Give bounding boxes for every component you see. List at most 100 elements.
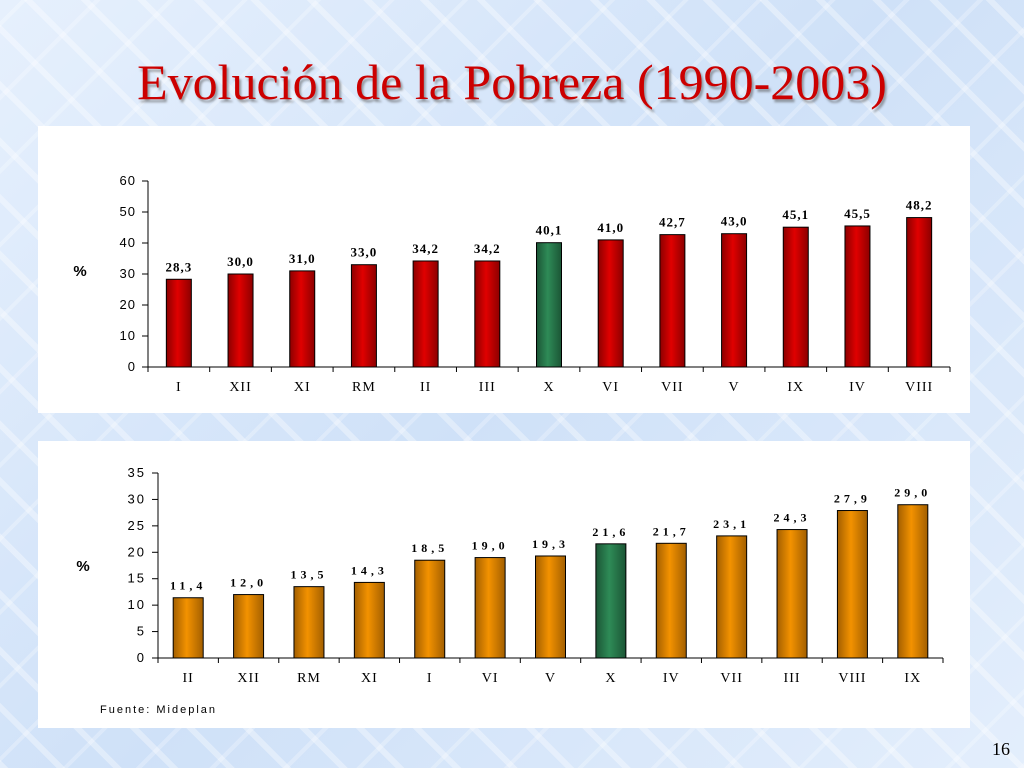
value-label-XI: 14,3 (351, 563, 388, 577)
value-label-III: 34,2 (474, 241, 501, 256)
bar-X (595, 543, 627, 659)
y-tick-label: 40 (120, 235, 136, 250)
bar-RM (293, 586, 325, 659)
value-label-VII: 42,7 (659, 215, 686, 230)
y-tick-label: 0 (128, 359, 136, 374)
value-label-XI: 31,0 (289, 251, 316, 266)
y-tick-label: 20 (128, 544, 146, 559)
slide-title: Evolución de la Pobreza (1990-2003) (137, 54, 887, 110)
category-label-IV: IV (663, 671, 680, 686)
value-label-II: 34,2 (412, 241, 439, 256)
value-label-IV: 21,7 (653, 524, 690, 538)
category-label-VI: VI (482, 671, 499, 686)
bar-III (776, 529, 808, 659)
value-label-IV: 45,5 (844, 206, 871, 221)
y-tick-label: 20 (120, 297, 136, 312)
value-label-RM: 13,5 (290, 568, 327, 582)
category-label-III: III (479, 380, 496, 395)
category-label-X: X (543, 380, 554, 395)
category-label-IX: IX (787, 380, 804, 395)
bar-X (536, 242, 562, 368)
bar-III (474, 260, 501, 368)
bar-II (412, 260, 439, 368)
y-tick-label: 60 (120, 173, 136, 188)
category-label-III: III (784, 671, 801, 686)
category-label-VIII: VIII (905, 380, 933, 395)
value-label-RM: 33,0 (351, 245, 378, 260)
value-label-IX: 29,0 (894, 486, 931, 500)
category-label-I: I (427, 671, 433, 686)
y-tick-label: 10 (128, 597, 146, 612)
category-label-IV: IV (849, 380, 866, 395)
bar-V (721, 233, 748, 368)
value-label-V: 43,0 (721, 214, 748, 229)
value-label-VII: 23,1 (713, 517, 750, 531)
bar-VIII (836, 510, 868, 659)
bar-RM (350, 264, 377, 368)
category-label-RM: RM (297, 671, 321, 686)
y-tick-label: 5 (137, 624, 146, 639)
bar-XI (289, 270, 316, 368)
source-note: Fuente: Mideplan (100, 704, 217, 716)
y-tick-label: 30 (128, 491, 146, 506)
category-label-V: V (729, 380, 740, 395)
category-label-VIII: VIII (838, 671, 866, 686)
category-label-X: X (605, 671, 616, 686)
bar-IV (844, 225, 871, 368)
bar-VII (716, 535, 748, 659)
bar-XII (227, 273, 254, 368)
category-label-XI: XI (361, 671, 378, 686)
value-label-VI: 19,0 (472, 539, 509, 553)
slide-number: 16 (992, 739, 1010, 759)
value-label-I: 28,3 (165, 259, 192, 274)
category-label-II: II (183, 671, 194, 686)
category-label-II: II (420, 380, 431, 395)
bar-XI (353, 581, 385, 659)
category-label-XI: XI (294, 380, 311, 395)
bar-VII (659, 234, 686, 368)
y-tick-label: 25 (128, 518, 146, 533)
category-label-V: V (545, 671, 556, 686)
category-label-RM: RM (352, 380, 376, 395)
bar-I (165, 278, 192, 368)
value-label-III: 24,3 (774, 511, 811, 525)
value-label-V: 19,3 (532, 537, 569, 551)
chart-panel-2: 0 5 10 15 20 25 30 35% 11,4 II 12,0 XII 13,5 RM 14,3 XI… (38, 441, 970, 728)
bar-VI (597, 239, 624, 368)
value-label-II: 11,4 (170, 579, 206, 593)
bar-IV (655, 542, 687, 659)
value-label-VI: 41,0 (597, 220, 624, 235)
value-label-X: 40,1 (536, 223, 563, 238)
category-label-VII: VII (720, 671, 742, 686)
y-axis-label: % (76, 558, 89, 575)
bar-IX (782, 226, 809, 368)
value-label-I: 18,5 (411, 541, 448, 555)
bar-VI (474, 557, 506, 659)
y-tick-label: 15 (128, 571, 146, 586)
bar-V (535, 555, 566, 659)
y-tick-label: 50 (120, 204, 136, 219)
category-label-XII: XII (229, 380, 251, 395)
poverty-bar-chart-2: 05101520253035%11,4II12,0XII13,5RM14,3XI… (76, 465, 944, 716)
category-label-VII: VII (661, 380, 683, 395)
value-label-VIII: 27,9 (834, 492, 871, 506)
category-label-I: I (176, 380, 182, 395)
y-tick-label: 10 (120, 328, 136, 343)
bar-IX (897, 504, 929, 659)
value-label-IX: 45,1 (782, 207, 809, 222)
bar-VIII (906, 217, 933, 368)
bar-I (414, 559, 446, 659)
value-label-VIII: 48,2 (906, 198, 933, 213)
value-label-XII: 30,0 (227, 254, 254, 269)
bar-II (172, 597, 204, 659)
chart-panel-1: 0 10 20 30 40 50 60% 28,3 I 30,0 XII 31,0 XI 33,0 RM 34… (38, 126, 970, 413)
y-tick-label: 0 (137, 650, 146, 665)
category-label-IX: IX (904, 671, 921, 686)
value-label-X: 21,6 (592, 525, 629, 539)
category-label-XII: XII (237, 671, 259, 686)
category-label-VI: VI (602, 380, 619, 395)
y-axis-label: % (73, 263, 86, 280)
value-label-XII: 12,0 (230, 576, 267, 590)
y-tick-label: 35 (128, 465, 146, 480)
